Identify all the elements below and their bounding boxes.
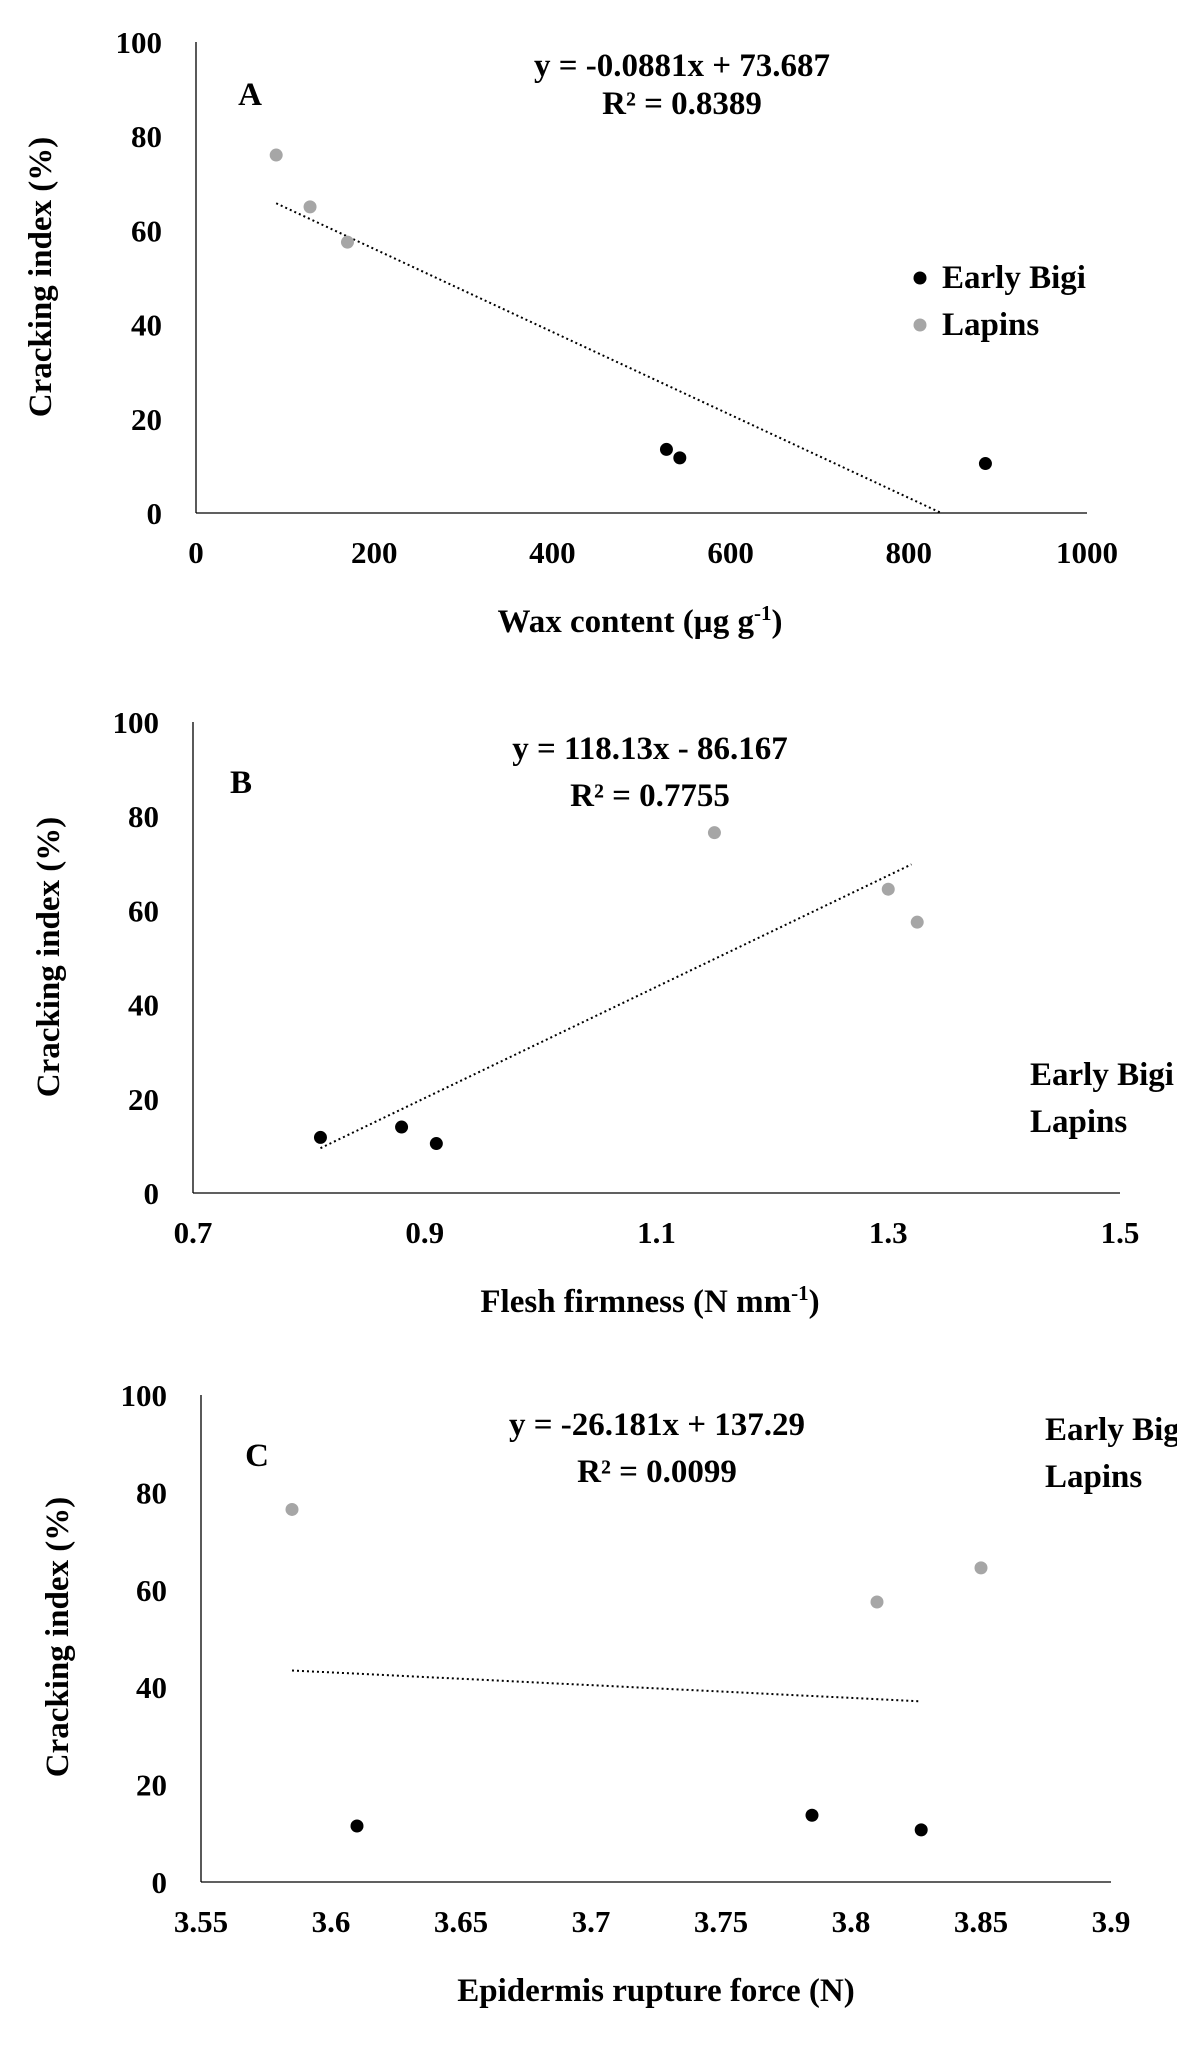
panel-label: C (245, 1438, 269, 1474)
data-point-lapins (269, 148, 283, 162)
y-tick-label: 60 (131, 213, 162, 248)
data-point-lapins (974, 1561, 988, 1575)
y-tick-label: 0 (147, 496, 163, 531)
legend: Early Bigi Lapins (1030, 1057, 1174, 1140)
data-point-early-bigi (673, 451, 687, 465)
legend-label: Early Bigi (1030, 1057, 1174, 1093)
data-point-lapins (285, 1502, 299, 1516)
y-tick-label: 80 (131, 119, 162, 154)
data-point-early-bigi (313, 1130, 327, 1144)
legend-marker-early-bigi (913, 271, 927, 285)
x-axis-title-text: Wax content (µg g (498, 604, 755, 640)
legend-marker-lapins (913, 318, 927, 332)
r-squared-label: R² = 0.7755 (570, 778, 730, 814)
data-point-lapins (707, 826, 721, 840)
y-tick-label: 40 (136, 1670, 167, 1705)
x-tick-label: 800 (886, 535, 933, 570)
panel-label: B (230, 765, 252, 801)
data-point-lapins (870, 1595, 884, 1609)
chart-panel-c: 0 20 40 60 80 100 3.55 3.6 3.65 3.7 3.75 3.8 3.85 3.9… (40, 1378, 1177, 2009)
x-tick-label: 200 (351, 535, 398, 570)
x-tick-label: 3.8 (832, 1904, 871, 1939)
data-point-early-bigi (659, 442, 673, 456)
x-axis-title: Flesh firmness (N mm-1) (480, 1281, 819, 1320)
legend-label: Lapins (1045, 1459, 1142, 1495)
legend-label: Lapins (942, 307, 1039, 343)
y-tick-label: 40 (128, 988, 159, 1023)
regression-equation: y = 118.13x - 86.167 (512, 731, 787, 767)
data-point-early-bigi (395, 1120, 409, 1134)
trendline (291, 1669, 922, 1703)
y-tick-label: 20 (131, 402, 162, 437)
x-axis-title-close: ) (809, 1284, 820, 1320)
x-tick-label: 3.65 (434, 1904, 488, 1939)
x-tick-label: 3.6 (312, 1904, 351, 1939)
y-tick-label: 60 (136, 1573, 167, 1608)
data-point-early-bigi (350, 1819, 364, 1833)
y-tick-label: 100 (116, 25, 163, 60)
x-axis-title-text: Flesh firmness (N mm (480, 1284, 791, 1320)
r-squared-label: R² = 0.8389 (602, 86, 762, 122)
data-point-early-bigi (805, 1808, 819, 1822)
y-axis-title: Cracking index (%) (40, 1497, 76, 1778)
x-tick-label: 3.9 (1092, 1904, 1131, 1939)
x-axis-title-superscript: -1 (754, 601, 772, 625)
y-tick-label: 0 (152, 1865, 168, 1900)
x-axis-title-text: Epidermis rupture force (N) (457, 1973, 854, 2009)
x-axis-title-close: ) (771, 604, 782, 640)
data-point-early-bigi (978, 457, 992, 471)
y-tick-label: 40 (131, 308, 162, 343)
trendline (275, 202, 942, 514)
x-tick-label: 3.85 (954, 1904, 1008, 1939)
data-point-early-bigi (914, 1823, 928, 1837)
y-axis-title: Cracking index (%) (31, 817, 67, 1098)
data-point-lapins (881, 882, 895, 896)
y-axis-title: Cracking index (%) (23, 137, 59, 418)
data-point-lapins (340, 235, 354, 249)
x-tick-label: 400 (529, 535, 576, 570)
legend-label: Early Bigi (1045, 1412, 1177, 1448)
y-tick-label: 100 (121, 1378, 168, 1413)
x-tick-label: 0 (188, 535, 204, 570)
x-tick-label: 600 (707, 535, 754, 570)
x-tick-label: 0.7 (174, 1215, 213, 1250)
y-tick-label: 60 (128, 893, 159, 928)
x-axis-title-superscript: -1 (791, 1281, 809, 1305)
y-tick-label: 20 (128, 1082, 159, 1117)
regression-equation: y = -0.0881x + 73.687 (534, 48, 830, 84)
y-tick-label: 20 (136, 1768, 167, 1803)
x-tick-label: 1.5 (1101, 1215, 1140, 1250)
legend: Early Bigi Lapins (913, 260, 1086, 343)
chart-panel-b: 0 20 40 60 80 100 0.7 0.9 1.1 1.3 1.5 Flesh firmnes… (31, 705, 1174, 1320)
x-axis-title: Wax content (µg g-1) (498, 601, 783, 640)
y-tick-label: 80 (136, 1475, 167, 1510)
x-tick-label: 1000 (1056, 535, 1118, 570)
data-point-early-bigi (429, 1137, 443, 1151)
legend: Early Bigi Lapins (1045, 1412, 1177, 1495)
x-tick-label: 1.1 (637, 1215, 676, 1250)
x-tick-label: 3.7 (572, 1904, 611, 1939)
legend-label: Early Bigi (942, 260, 1086, 296)
x-tick-label: 1.3 (869, 1215, 908, 1250)
x-tick-label: 3.75 (694, 1904, 748, 1939)
data-point-lapins (910, 915, 924, 929)
y-tick-label: 80 (128, 799, 159, 834)
data-point-lapins (303, 200, 317, 214)
x-tick-label: 0.9 (405, 1215, 444, 1250)
x-axis-title: Epidermis rupture force (N) (457, 1973, 854, 2009)
r-squared-label: R² = 0.0099 (577, 1454, 737, 1490)
y-tick-label: 0 (144, 1176, 160, 1211)
x-tick-label: 3.55 (174, 1904, 228, 1939)
panel-label: A (238, 77, 262, 113)
regression-equation: y = -26.181x + 137.29 (509, 1407, 805, 1443)
trendline (320, 863, 912, 1150)
y-tick-label: 100 (113, 705, 160, 740)
legend-label: Lapins (1030, 1104, 1127, 1140)
